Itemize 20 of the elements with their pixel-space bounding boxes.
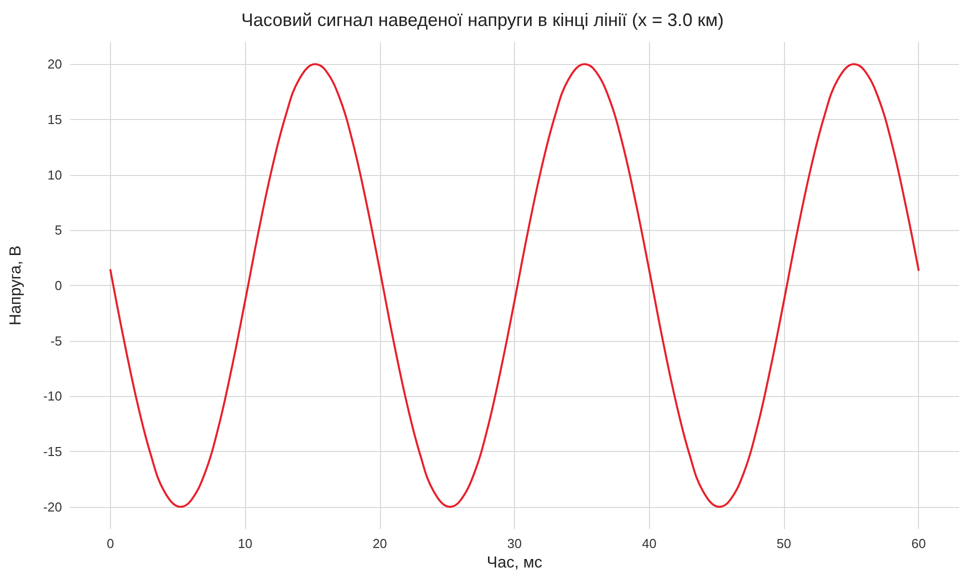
y-tick-label: 0 xyxy=(54,278,62,293)
x-tick-label: 60 xyxy=(911,536,926,551)
y-tick-label: 15 xyxy=(48,112,62,127)
x-tick-label: 20 xyxy=(372,536,388,551)
y-tick-label: 20 xyxy=(48,56,62,72)
x-axis-title: Час, мс xyxy=(486,554,542,572)
y-tick-label: 10 xyxy=(48,167,62,182)
x-tick-label: 40 xyxy=(642,536,656,551)
y-tick-label: -15 xyxy=(43,444,62,460)
line-series xyxy=(109,63,920,508)
chart-title: Часовий сигнал наведеної напруги в кінці лінії (x = 3.0 км) xyxy=(241,10,724,30)
y-tick-label: -10 xyxy=(43,388,62,404)
x-tick-label: 30 xyxy=(507,536,522,551)
y-axis-title: Напруга, В xyxy=(8,246,24,326)
x-tick-label: 0 xyxy=(106,536,114,551)
y-tick-label: 5 xyxy=(54,222,62,238)
y-tick-label: -20 xyxy=(43,499,62,514)
y-tick-label: -5 xyxy=(50,333,62,348)
x-tick-label: 10 xyxy=(238,536,252,551)
x-tick-label: 50 xyxy=(776,536,792,551)
